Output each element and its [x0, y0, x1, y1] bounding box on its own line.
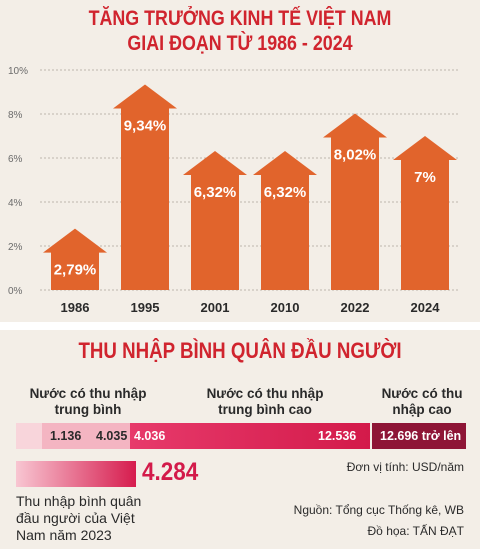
bar-value-label: 8,02%: [334, 147, 377, 164]
y-tick-label: 2%: [8, 242, 23, 253]
vn-income-bar: [16, 461, 136, 487]
y-tick-label: 6%: [8, 154, 23, 165]
bar: [183, 150, 247, 290]
section-divider: [0, 322, 480, 330]
income-title: THU NHẬP BÌNH QUÂN ĐẦU NGƯỜI: [78, 338, 402, 363]
bar-value-label: 2,79%: [54, 262, 97, 279]
y-tick-label: 10%: [8, 66, 28, 77]
vn-income-value: 4.284: [142, 458, 199, 486]
bar: [253, 150, 317, 290]
band-segment-low: [16, 423, 42, 449]
band-segment-high: [372, 423, 466, 449]
vn-income-label: Thu nhập bình quân đầu người của Việt Na…: [16, 493, 142, 543]
band-segment-lower-middle: [42, 423, 130, 449]
growth-chart: 0% 2% 4% 6% 8% 10% 2,79% 1986 9,34% 1995 6,32% 2001…: [8, 66, 460, 315]
band-segment-upper-middle: [130, 423, 370, 449]
y-tick-label: 0%: [8, 286, 23, 297]
y-tick-label: 8%: [8, 110, 23, 121]
x-tick-label: 1995: [131, 300, 160, 315]
x-tick-label: 2010: [271, 300, 300, 315]
chart-title-line2: GIAI ĐOẠN TỪ 1986 - 2024: [127, 32, 353, 55]
bar-value-label: 7%: [414, 169, 436, 186]
band-label-upper-middle: Nước có thu nhập trung bình cao: [206, 386, 324, 417]
x-tick-label: 2024: [411, 300, 441, 315]
bar: [393, 136, 457, 290]
x-tick-label: 1986: [61, 300, 90, 315]
chart-title-line1: TĂNG TRƯỞNG KINH TẾ VIỆT NAM: [88, 7, 392, 30]
unit-note: Đơn vị tính: USD/năm: [346, 460, 464, 474]
bar: [323, 113, 387, 290]
bar: [43, 228, 107, 290]
threshold-3: 4.036: [134, 429, 166, 443]
bar-value-label: 9,34%: [124, 118, 167, 135]
band-label-middle: Nước có thu nhập trung bình: [29, 386, 147, 417]
bar-value-label: 6,32%: [264, 184, 307, 201]
threshold-5: 12.696 trở lên: [380, 429, 462, 443]
band-label-high: Nước có thu nhập cao: [381, 386, 463, 417]
threshold-4: 12.536: [318, 429, 357, 443]
graphic-credit: Đồ họa: TẤN ĐẠT: [367, 524, 464, 538]
source-note: Nguồn: Tổng cục Thống kê, WB: [293, 503, 464, 517]
bar: [113, 84, 177, 290]
bar-value-label: 6,32%: [194, 184, 237, 201]
y-tick-label: 4%: [8, 198, 23, 209]
threshold-1: 1.136: [50, 429, 82, 443]
x-tick-label: 2022: [341, 300, 370, 315]
threshold-2: 4.035: [96, 429, 128, 443]
x-tick-label: 2001: [201, 300, 230, 315]
